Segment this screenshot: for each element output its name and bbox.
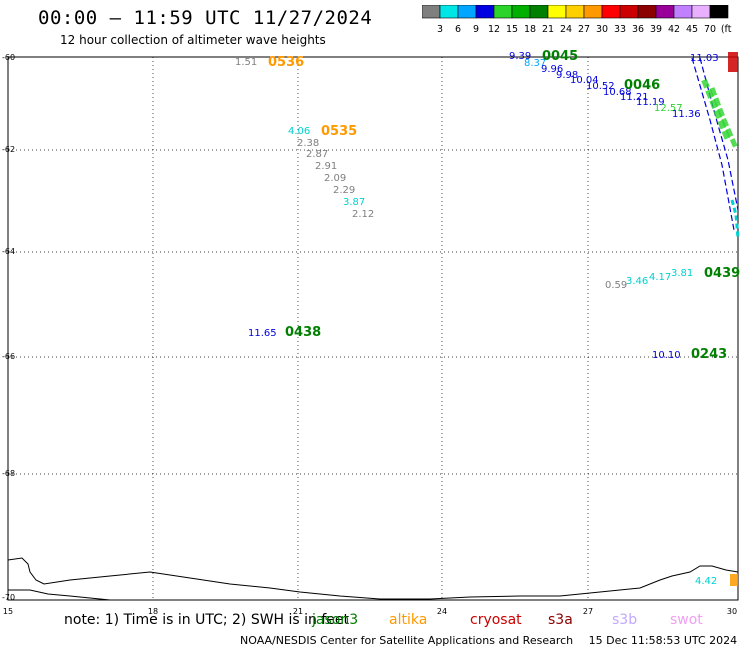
- swh-value: 4.06: [288, 126, 310, 137]
- pass-labels: 0536 0535 0045 0046 0439 0438 0243: [268, 49, 740, 362]
- clipped-track-green-2: [709, 87, 739, 149]
- pass-label: 0535: [321, 124, 357, 139]
- pass-label: 0438: [285, 325, 321, 340]
- swh-value: 0.59: [605, 280, 627, 291]
- footer-org: NOAA/NESDIS Center for Satellite Applica…: [240, 634, 574, 647]
- swh-value: 10.10: [652, 350, 681, 361]
- swh-value: 3.81: [671, 268, 693, 279]
- swh-values: 1.51 4.062.382.872.912.092.293.872.12 9.39…: [235, 51, 719, 587]
- colorbar-tick: 27: [578, 24, 590, 35]
- swh-value: 8.37: [524, 58, 546, 69]
- colorbar-tick: 21: [542, 24, 554, 35]
- pass-label: 0536: [268, 55, 304, 70]
- colorbar-tick: 18: [524, 24, 536, 35]
- map-grid: [7, 56, 739, 601]
- lon-label: 21: [293, 607, 303, 616]
- lat-label: -62: [2, 145, 15, 154]
- colorbar-tick: 42: [668, 24, 680, 35]
- clipped-edge-labels: [691, 52, 740, 586]
- swh-value: 9.98: [556, 70, 578, 81]
- swh-value: 2.38: [297, 138, 319, 149]
- pass-label: 0439: [704, 266, 740, 281]
- lat-label: -60: [2, 53, 15, 62]
- swh-value: 11.36: [672, 109, 701, 120]
- satellite-legend-item: jason3: [312, 612, 359, 628]
- swh-value: 11.19: [636, 97, 665, 108]
- clipped-track-blue: [691, 57, 735, 231]
- colorbar-tick: 15: [506, 24, 518, 35]
- swh-value: 9.39: [509, 51, 531, 62]
- clipped-label-red: [728, 52, 738, 72]
- swh-value: 3.87: [343, 197, 365, 208]
- colorbar-tick: 33: [614, 24, 626, 35]
- satellite-legend-item: s3b: [612, 612, 638, 628]
- colorbar-tick: 45: [686, 24, 698, 35]
- map-frame: [7, 56, 739, 601]
- swh-value: 2.09: [324, 173, 346, 184]
- colorbar-tick: 39: [650, 24, 662, 35]
- satellite-legend-item: swot: [670, 612, 703, 628]
- swh-value: 4.42: [695, 576, 717, 587]
- clipped-label-orange: [730, 574, 738, 586]
- swh-value: 4.17: [649, 272, 671, 283]
- map-subtitle: 12 hour collection of altimeter wave hei…: [60, 33, 326, 47]
- swh-value: 2.29: [333, 185, 355, 196]
- lat-label: -64: [2, 247, 15, 256]
- swh-value: 1.51: [235, 57, 257, 68]
- swh-value: 11.65: [248, 328, 277, 339]
- lon-label: 15: [3, 607, 13, 616]
- satellite-legend-item: altika: [389, 612, 428, 628]
- swh-value: 2.87: [306, 149, 328, 160]
- colorbar-tick: 9: [473, 24, 479, 35]
- colorbar-tick: 70: [704, 24, 716, 35]
- lat-label: -66: [2, 352, 15, 361]
- lon-label: 27: [583, 607, 593, 616]
- colorbar-tick: 30: [596, 24, 608, 35]
- lat-label: -70: [2, 593, 15, 602]
- colorbar-tick: 12: [488, 24, 500, 35]
- satellite-legend-item: cryosat: [470, 612, 522, 628]
- swh-value: 10.52: [586, 81, 615, 92]
- satellite-legend-item: s3a: [548, 612, 573, 628]
- colorbar-tick: (ft): [721, 24, 732, 35]
- swh-value: 11.03: [690, 53, 719, 64]
- lat-label: -68: [2, 469, 15, 478]
- axis-labels: -60 -62 -64 -66 -68 -70 15 18 21 24 27 30: [2, 53, 737, 616]
- map-title: 00:00 – 11:59 UTC 11/27/2024: [38, 7, 373, 29]
- colorbar-tick: 36: [632, 24, 644, 35]
- pass-label: 0046: [624, 78, 660, 93]
- clipped-track-cyan: [730, 199, 740, 239]
- swh-value: 11.21: [620, 92, 649, 103]
- colorbar-tick: 3: [437, 24, 443, 35]
- swh-value: 2.12: [352, 209, 374, 220]
- pass-label: 0045: [542, 49, 578, 64]
- swh-value: 10.68: [603, 87, 632, 98]
- lon-label: 18: [148, 607, 158, 616]
- pass-label: 0243: [691, 347, 727, 362]
- swh-value: 12.57: [654, 103, 683, 114]
- swh-value: 10.04: [570, 75, 599, 86]
- swh-value: 9.96: [541, 64, 563, 75]
- units-note: note: 1) Time is in UTC; 2) SWH is in fe…: [64, 612, 350, 628]
- lon-label: 24: [437, 607, 447, 616]
- coastline-ice-edge: [8, 589, 111, 601]
- colorbar-swatch: [709, 5, 729, 19]
- coastline-main: [7, 557, 739, 600]
- footer-timestamp: 15 Dec 11:58:53 UTC 2024: [588, 634, 738, 647]
- clipped-track-blue-2: [699, 57, 739, 211]
- swh-value: 2.91: [315, 161, 337, 172]
- colorbar-tick: 6: [455, 24, 461, 35]
- lon-label: 30: [727, 607, 737, 616]
- footer: NOAA/NESDIS Center for Satellite Applica…: [240, 634, 740, 647]
- colorbar-tick: 24: [560, 24, 572, 35]
- antarctic-coastline: [7, 557, 739, 601]
- swh-value: 3.46: [626, 276, 648, 287]
